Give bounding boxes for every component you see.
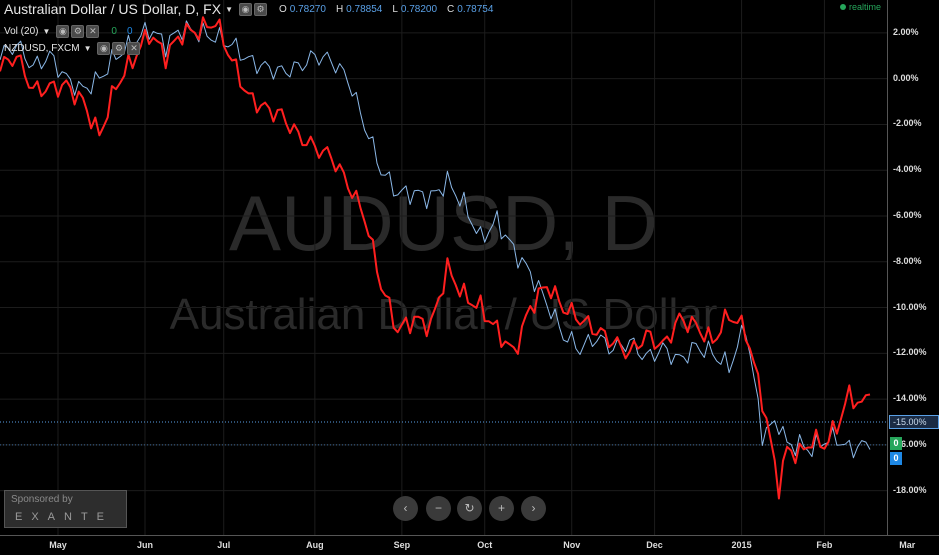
time-tick-label: 2015 xyxy=(731,540,752,550)
volume-value-down: 0 xyxy=(126,26,133,37)
time-tick-label: Mar xyxy=(899,540,916,550)
price-tick-label: 0.00% xyxy=(893,72,919,83)
time-tick-label: Jul xyxy=(217,540,231,550)
compare-title[interactable]: NZDUSD, FXCM xyxy=(4,43,80,54)
sponsor-brand: EXANTE xyxy=(15,511,114,523)
main-legend: Australian Dollar / US Dollar, D, FX ▼ ◉… xyxy=(4,1,493,17)
symbol-title[interactable]: Australian Dollar / US Dollar, D, FX xyxy=(4,1,222,17)
realtime-dot-icon xyxy=(839,4,846,10)
compare-visibility-icon[interactable]: ◉ xyxy=(97,42,111,55)
price-tick-label: 2.00% xyxy=(893,26,919,37)
ohlc-close-value: 0.78754 xyxy=(457,3,494,15)
compare-legend: NZDUSD, FXCM ▼ ◉ ⚙ ✕ xyxy=(4,42,142,55)
realtime-status: realtime xyxy=(839,2,881,12)
scroll-right-button[interactable]: › xyxy=(521,496,546,521)
settings-icon[interactable]: ⚙ xyxy=(254,2,267,16)
compare-close-icon[interactable]: ✕ xyxy=(127,42,141,55)
chart-area[interactable]: AUDUSD, D Australian Dollar / US Dollar … xyxy=(0,0,887,535)
time-tick-label: Oct xyxy=(477,540,493,550)
visibility-icon[interactable]: ◉ xyxy=(239,2,252,16)
time-tick-label: May xyxy=(49,540,67,550)
price-chart[interactable] xyxy=(0,0,887,535)
last-price-label: -15.00% xyxy=(889,415,939,429)
price-tick-label: -12.00% xyxy=(893,347,927,358)
ohlc-close-label: C xyxy=(447,3,455,15)
realtime-label: realtime xyxy=(848,2,881,12)
time-tick-label: Dec xyxy=(646,540,663,550)
scroll-left-button[interactable]: ‹ xyxy=(393,496,418,521)
volume-badge: 0 xyxy=(890,436,902,450)
volume-value-up: 0 xyxy=(111,26,117,37)
price-tick-label: -8.00% xyxy=(893,255,922,266)
price-tick-label: -18.00% xyxy=(893,484,927,495)
price-tick-label: -10.00% xyxy=(893,301,927,312)
ohlc-high-value: 0.78854 xyxy=(346,3,383,15)
ohlc-open-value: 0.78270 xyxy=(289,3,326,15)
volume-badge: 0 xyxy=(890,451,902,465)
reset-chart-button[interactable]: ↻ xyxy=(457,496,482,521)
price-tick-label: -4.00% xyxy=(893,164,922,175)
time-tick-label: Feb xyxy=(816,540,833,550)
volume-close-icon[interactable]: ✕ xyxy=(86,25,100,38)
price-axis[interactable]: 2.00% 0.00% -2.00% -4.00% -6.00% -8.00% -10.00… xyxy=(887,0,939,535)
ohlc-open-label: O xyxy=(279,3,287,15)
time-tick-label: Nov xyxy=(563,540,581,550)
volume-settings-icon[interactable]: ⚙ xyxy=(71,25,85,38)
ohlc-low-value: 0.78200 xyxy=(400,3,438,15)
volume-title[interactable]: Vol (20) xyxy=(4,26,39,37)
ohlc-high-label: H xyxy=(335,3,344,15)
compare-menu-icon[interactable]: ▼ xyxy=(83,44,92,53)
price-tick-label: -2.00% xyxy=(893,118,922,129)
volume-legend: Vol (20) ▼ ◉ ⚙ ✕ 0 0 xyxy=(4,25,133,38)
volume-visibility-icon[interactable]: ◉ xyxy=(56,25,70,38)
sponsor-box[interactable]: Sponsored by EXANTE xyxy=(4,490,127,528)
time-tick-label: Jun xyxy=(136,540,154,550)
time-axis[interactable]: May Jun Jul Aug Sep Oct Nov Dec 2015 Feb Mar xyxy=(0,535,939,555)
price-tick-label: -14.00% xyxy=(893,393,927,404)
sponsor-by: Sponsored by xyxy=(11,494,73,505)
zoom-in-button[interactable]: + xyxy=(489,496,514,521)
price-tick-label: -6.00% xyxy=(893,210,922,220)
price-tick-label: -16.00% xyxy=(893,438,927,449)
compare-settings-icon[interactable]: ⚙ xyxy=(112,42,126,55)
series-line-audusd[interactable] xyxy=(0,16,871,500)
ohlc-low-label: L xyxy=(392,3,398,15)
volume-menu-icon[interactable]: ▼ xyxy=(42,27,51,36)
zoom-out-button[interactable]: − xyxy=(426,496,451,521)
time-tick-label: Sep xyxy=(393,540,411,550)
symbol-menu-icon[interactable]: ▼ xyxy=(225,4,233,14)
series-line-nzdusd[interactable] xyxy=(0,20,871,459)
time-tick-label: Aug xyxy=(306,540,324,550)
